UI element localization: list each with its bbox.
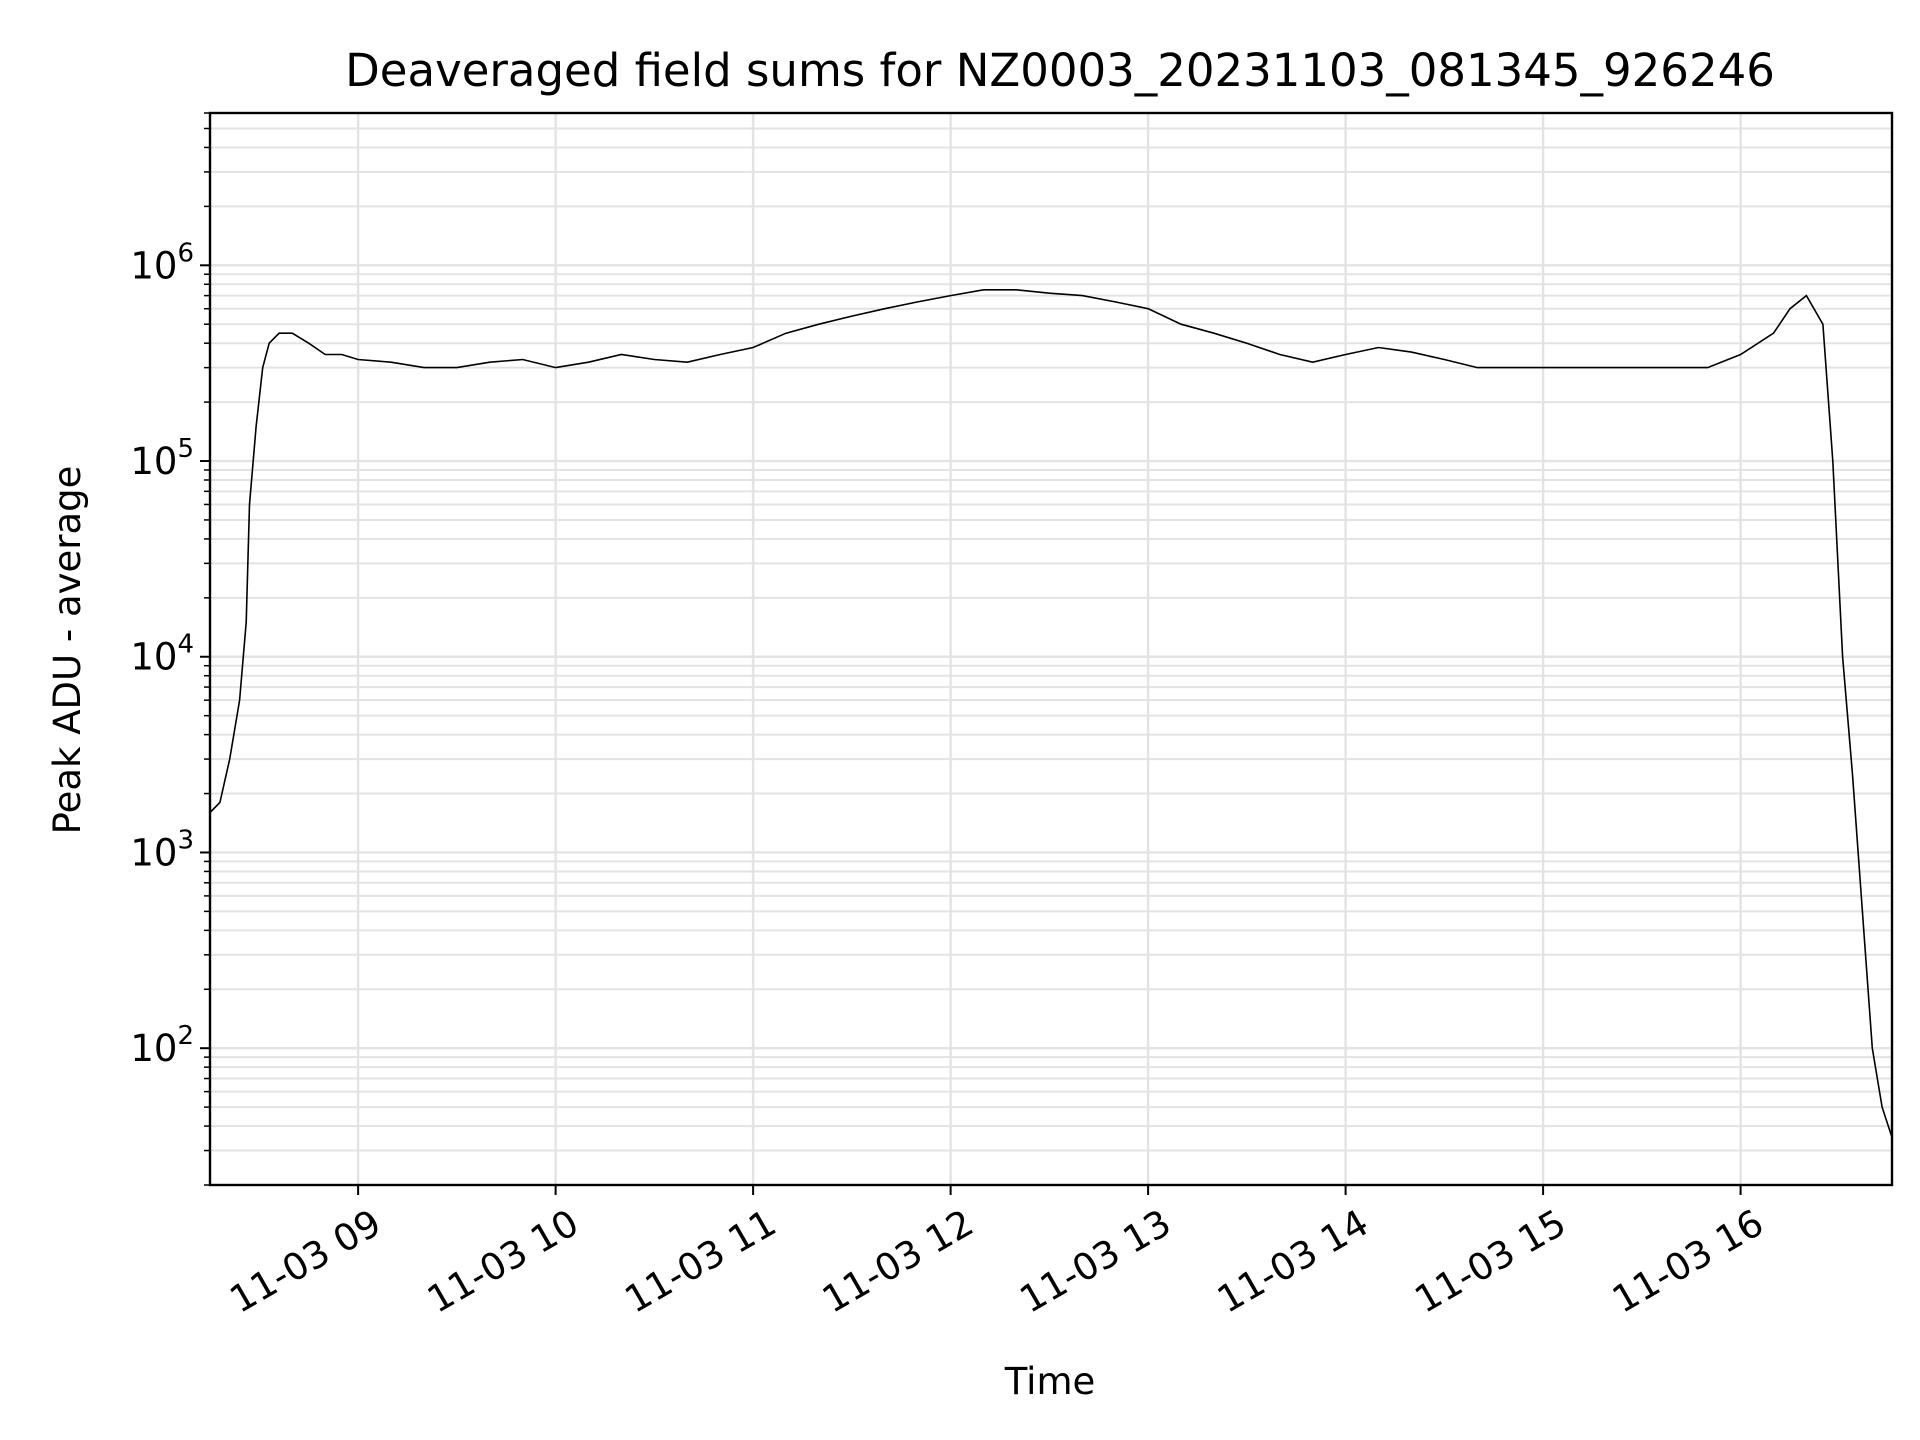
y-tick-label: 102 bbox=[130, 1021, 194, 1070]
plot-frame bbox=[208, 111, 1894, 1187]
grid bbox=[210, 112, 1892, 1186]
x-tick-label: 11-03 10 bbox=[420, 1201, 586, 1321]
x-tick-label: 11-03 14 bbox=[1210, 1201, 1376, 1321]
x-tick-label: 11-03 12 bbox=[815, 1201, 981, 1321]
x-tick-label: 11-03 16 bbox=[1605, 1201, 1771, 1321]
x-tick-label: 11-03 09 bbox=[223, 1201, 389, 1321]
y-tick-label: 105 bbox=[130, 434, 194, 483]
y-tick-label: 106 bbox=[130, 238, 194, 287]
x-tick-label: 11-03 13 bbox=[1013, 1201, 1179, 1321]
chart-title: Deaveraged field sums for NZ0003_2023110… bbox=[345, 44, 1775, 97]
x-tick-label: 11-03 15 bbox=[1408, 1201, 1574, 1321]
y-tick-label: 103 bbox=[130, 825, 194, 874]
x-tick-label: 11-03 11 bbox=[618, 1201, 784, 1321]
x-axis-label: Time bbox=[1004, 1360, 1096, 1403]
series-line bbox=[209, 288, 1893, 1138]
y-tick-label: 104 bbox=[130, 630, 194, 679]
y-axis-label: Peak ADU - average bbox=[46, 466, 89, 835]
series-line-layer bbox=[209, 288, 1893, 1138]
